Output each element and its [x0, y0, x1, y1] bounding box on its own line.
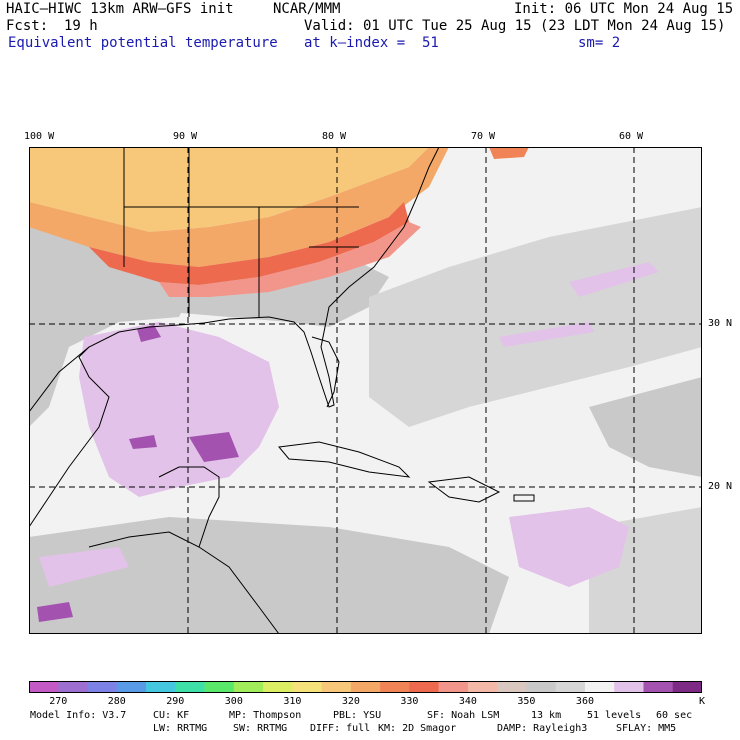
colorbar-swatch: [614, 681, 644, 693]
forecast-label: Fcst:: [6, 18, 49, 34]
purple-patch-pacific: [37, 602, 73, 622]
theta-e-map: [29, 147, 702, 634]
colorbar-tick-label: 340: [458, 696, 477, 707]
purple-patch-louisiana: [137, 325, 161, 342]
init-time: Init: 06 UTC Mon 24 Aug 15: [514, 1, 734, 17]
footer-sw: SW: RRTMG: [233, 723, 288, 734]
model-title: HAIC–HIWC 13km ARW–GFS init: [6, 1, 234, 17]
cuba-outline: [278, 441, 411, 478]
hispaniola-outline: [427, 476, 501, 503]
colorbar-swatch: [321, 681, 352, 693]
central-america-coastline: [88, 531, 280, 634]
colorbar-swatch: [643, 681, 674, 693]
lavender-atlantic-streak-2: [499, 322, 594, 347]
footer-model-info: Model Info: V3.7: [30, 710, 127, 721]
colorbar-swatch: [438, 681, 469, 693]
colorbar: [29, 681, 702, 693]
lavender-southwest: [39, 547, 129, 587]
colorbar-swatch: [672, 681, 702, 693]
colorbar-swatch: [263, 681, 293, 693]
colorbar-tick-label: 320: [341, 696, 360, 707]
lon-label-70w: 70 W: [471, 131, 496, 142]
colorbar-tick-label: 280: [107, 696, 126, 707]
forecast-hour: 19 h: [64, 18, 98, 34]
footer-sflay: SFLAY: MM5: [616, 723, 677, 734]
footer-levels: 51 levels: [587, 710, 642, 721]
footer-resolution: 13 km: [531, 710, 562, 721]
lat-label-30n: 30 N: [708, 318, 733, 329]
colorbar-swatch: [555, 681, 586, 693]
us-state-lines: [123, 147, 359, 317]
purple-patch-gulf: [189, 432, 239, 462]
footer-sf: SF: Noah LSM: [427, 710, 500, 721]
florida-outline: [311, 336, 340, 408]
colorbar-tick-label: 360: [575, 696, 594, 707]
colorbar-swatch: [526, 681, 556, 693]
footer-pbl: PBL: YSU: [333, 710, 382, 721]
colorbar-swatch: [116, 681, 147, 693]
colorbar-swatch: [409, 681, 439, 693]
footer-km: KM: 2D Smagor: [378, 723, 457, 734]
lon-label-80w: 80 W: [322, 131, 347, 142]
colorbar-tick-label: 350: [517, 696, 536, 707]
us-gulf-coastline: [29, 147, 440, 413]
lavender-caribbean: [509, 507, 629, 587]
gray-region-south: [29, 517, 509, 634]
colorbar-unit: K: [698, 696, 706, 707]
lat-label-20n: 20 N: [708, 481, 733, 492]
footer-cu: CU: KF: [153, 710, 190, 721]
lon-label-90w: 90 W: [173, 131, 198, 142]
colorbar-swatch: [58, 681, 88, 693]
colorbar-swatch: [497, 681, 527, 693]
colorbar-swatch: [584, 681, 615, 693]
map-frame: [29, 147, 702, 634]
warm-tongue-northeast: [489, 147, 529, 159]
mexico-coastline: [29, 346, 110, 528]
colorbar-tick-label: 330: [400, 696, 419, 707]
smoothing-label: sm= 2: [578, 35, 621, 51]
level-label: at k–index = 51: [304, 35, 439, 51]
yucatan-coastline: [158, 466, 220, 548]
colorbar-swatch: [175, 681, 205, 693]
colorbar-tick-label: 310: [283, 696, 302, 707]
footer-lw: LW: RRTMG: [153, 723, 208, 734]
org-label: NCAR/MMM: [273, 1, 341, 17]
footer-timestep: 60 sec: [656, 710, 693, 721]
lon-label-60w: 60 W: [619, 131, 644, 142]
footer-mp: MP: Thompson: [229, 710, 302, 721]
lavender-atlantic-streak-1: [569, 262, 659, 297]
footer-diff: DIFF: full: [310, 723, 371, 734]
colorbar-swatch: [233, 681, 264, 693]
lon-label-100w: 100 W: [24, 131, 55, 142]
salmon-band: [159, 222, 421, 297]
colorbar-tick-label: 300: [224, 696, 243, 707]
valid-time: Valid: 01 UTC Tue 25 Aug 15 (23 LDT Mon …: [304, 18, 726, 34]
purple-patch-yucatan: [129, 435, 157, 449]
colorbar-swatch: [146, 681, 176, 693]
footer-damp: DAMP: Rayleigh3: [497, 723, 588, 734]
colorbar-tick-label: 270: [49, 696, 68, 707]
colorbar-frame: [29, 681, 702, 693]
colorbar-swatch: [292, 681, 322, 693]
colorbar-swatch: [380, 681, 410, 693]
colorbar-swatch: [204, 681, 235, 693]
tan-region-north: [29, 147, 429, 232]
gray-region-east: [589, 377, 702, 477]
orange-band: [29, 147, 449, 267]
colorbar-swatch: [350, 681, 381, 693]
field-name: Equivalent potential temperature: [8, 35, 278, 51]
puerto-rico-outline: [513, 494, 535, 502]
colorbar-swatch: [87, 681, 118, 693]
colorbar-tick-label: 290: [166, 696, 185, 707]
gray-region-atlantic: [369, 207, 702, 427]
colorbar-swatch: [29, 681, 59, 693]
red-band: [89, 202, 409, 285]
colorbar-swatch: [467, 681, 498, 693]
